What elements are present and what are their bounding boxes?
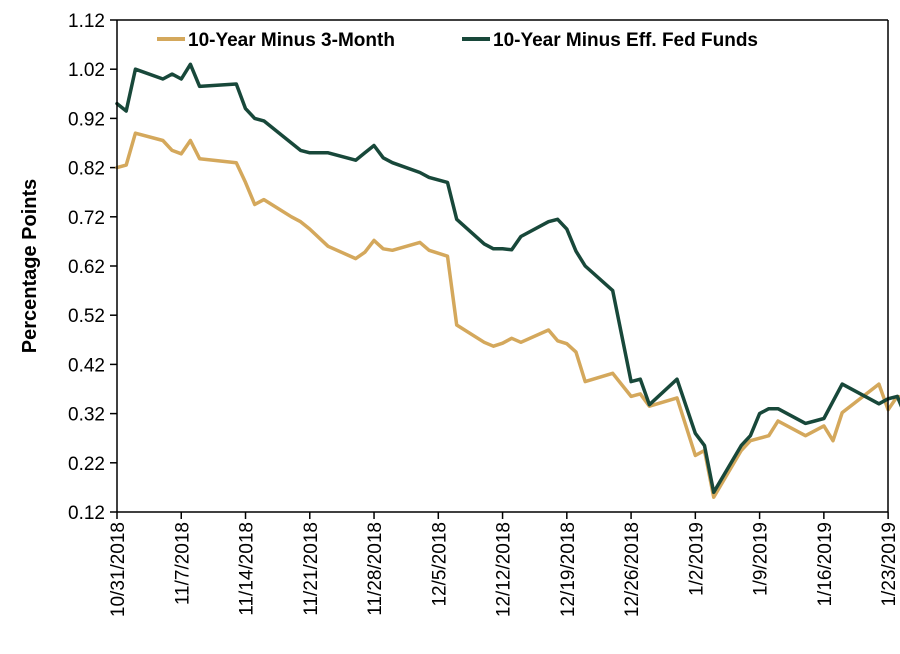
y-tick-label: 0.12 <box>68 503 105 524</box>
y-tick-label: 0.32 <box>68 405 105 426</box>
x-tick-label: 11/14/2018 <box>237 522 258 616</box>
series-line-1 <box>115 131 900 499</box>
legend-label-2: 10-Year Minus Eff. Fed Funds <box>493 30 758 51</box>
legend-label-1: 10-Year Minus 3-Month <box>188 30 395 51</box>
axes <box>116 19 889 513</box>
x-tick-label: 12/19/2018 <box>558 522 579 617</box>
y-tick-label: 0.42 <box>68 355 105 376</box>
y-tick-label: 0.72 <box>68 208 105 229</box>
y-tick-label: 1.12 <box>68 11 105 32</box>
x-axis-ticks: 10/31/2018 11/7/2018 11/14/2018 11/21/2018 1… <box>108 512 900 617</box>
series-line-2 <box>115 62 900 495</box>
x-tick-label: 12/26/2018 <box>622 522 643 617</box>
y-tick-label: 0.62 <box>68 257 105 278</box>
y-tick-label: 0.52 <box>68 306 105 327</box>
y-tick-label: 0.92 <box>68 109 105 130</box>
x-tick-label: 11/21/2018 <box>301 522 322 616</box>
y-tick-label: 1.02 <box>68 60 105 81</box>
y-axis-title: Percentage Points <box>19 179 41 354</box>
x-tick-label: 1/9/2019 <box>751 522 772 596</box>
y-tick-label: 0.82 <box>68 159 105 180</box>
y-tick-label: 0.22 <box>68 454 105 475</box>
y-axis-ticks: 0.12 0.22 0.32 0.42 0.52 0.62 0.72 0.82 0.92 1.02… <box>68 11 117 524</box>
x-tick-label: 11/7/2018 <box>172 522 193 605</box>
x-tick-label: 1/2/2019 <box>686 522 707 596</box>
x-tick-label: 10/31/2018 <box>108 522 129 617</box>
x-tick-label: 12/12/2018 <box>494 522 515 617</box>
x-tick-label: 12/5/2018 <box>429 522 450 607</box>
x-tick-label: 1/23/2019 <box>879 522 900 607</box>
x-tick-label: 11/28/2018 <box>365 522 386 616</box>
series-layer <box>115 62 900 499</box>
legend: 10-Year Minus 3-Month 10-Year Minus Eff. … <box>157 30 758 51</box>
x-tick-label: 1/16/2019 <box>815 522 836 607</box>
